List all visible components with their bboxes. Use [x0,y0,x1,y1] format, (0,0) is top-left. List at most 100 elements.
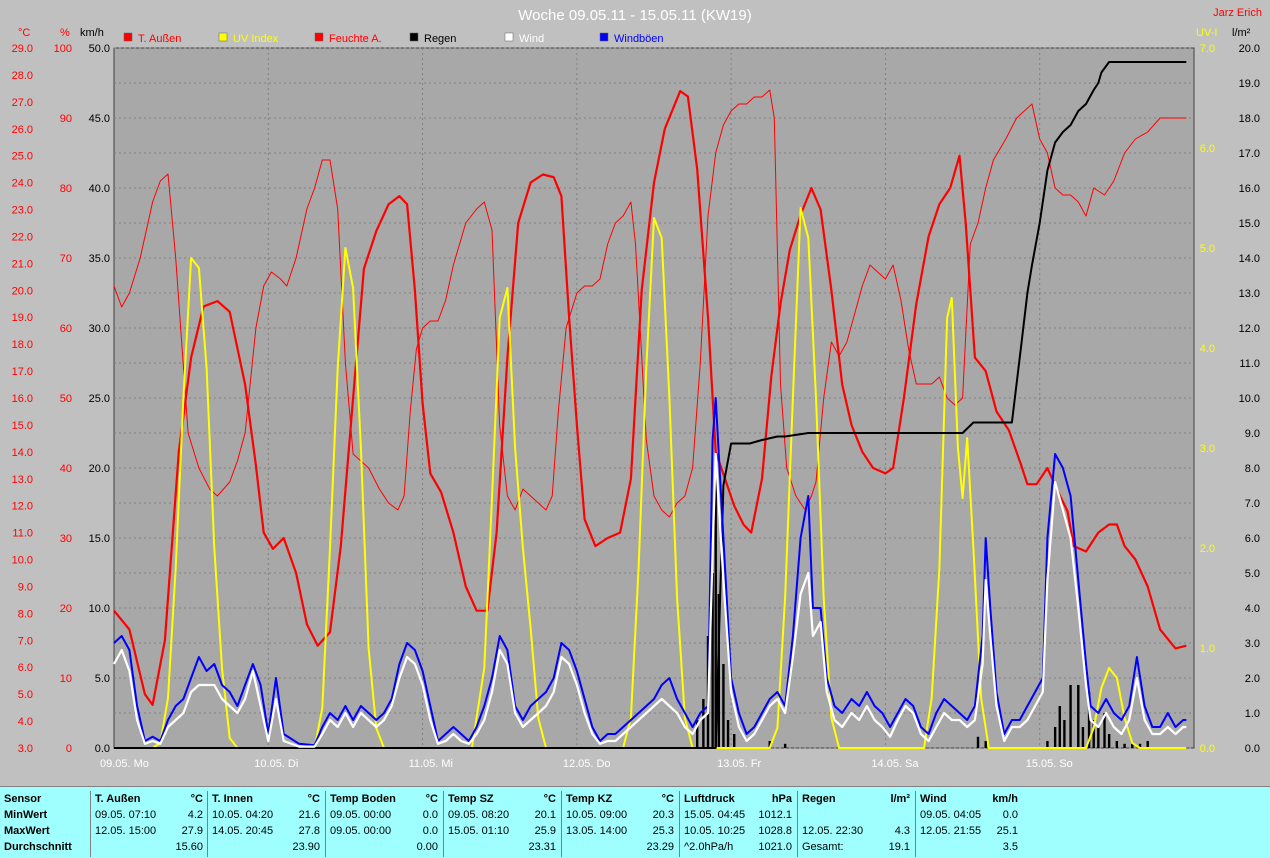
uv-tick-label: 2.0 [1200,543,1215,555]
cell-label: 10.05. 04:20 [212,809,274,821]
temp-axis-label: °C [18,27,30,39]
rain_lm2-tick-label: 11.0 [1239,358,1260,370]
series-layer [113,61,1187,749]
rain_lm2-tick-label: 0.0 [1245,743,1260,755]
temp_c-tick-label: 9.0 [18,581,33,593]
chart-title: Woche 09.05.11 - 15.05.11 (KW19) [518,7,751,24]
uv-tick-label: 0.0 [1200,743,1215,755]
chart-legend: T. Außen UV Index Feuchte A. Regen Wind Windb… [123,32,664,45]
stats-column: T. Innen °C 10.05. 04:20 21.6 14.05. 20:45 27… [207,791,326,857]
x-tick-label: 14.05. Sa [871,758,919,770]
legend-swatch [218,32,228,42]
temp_c-tick-label: 4.0 [18,716,33,728]
cell-label: 09.05. 07:10 [95,809,157,821]
cell-value: 27.8 [298,825,320,837]
temp_c-tick-label: 29.0 [12,43,33,55]
legend-label: UV Index [233,33,279,45]
x-tick-label: 10.05. Di [254,758,298,770]
rain_lm2-tick-label: 19.0 [1239,78,1260,90]
cell-value: 15.60 [175,841,203,853]
legend-swatch [599,32,609,42]
rain-bar [1081,727,1085,748]
temp_c-tick-label: 7.0 [18,635,33,647]
wind_kmh-tick-label: 0.0 [95,743,110,755]
rain-bar [711,573,714,748]
humidity_pct-tick-label: 80 [60,183,72,195]
cell-value: 3.5 [1002,841,1018,853]
column-unit: °C [543,793,556,805]
stats-column: Temp Boden °C 09.05. 00:00 0.0 09.05. 00:00 0… [325,791,444,857]
cell-value: 4.2 [187,809,203,821]
rain_lm2-tick-label: 5.0 [1245,568,1260,580]
uv-tick-label: 4.0 [1200,343,1215,355]
temp_c-tick-label: 23.0 [12,205,33,217]
cell-value: 4.3 [894,825,910,837]
row-label-max: MaxWert [4,825,50,837]
rain_lm2-tick-label: 1.0 [1245,708,1260,720]
cell-value: 1028.8 [758,825,792,837]
temp_c-tick-label: 28.0 [12,70,33,82]
rain-bar [1069,685,1072,748]
rain-bar [768,741,771,748]
legend-label: Regen [424,33,456,45]
x-tick-label: 12.05. Do [563,758,611,770]
humidity_pct-tick-label: 40 [60,463,72,475]
cell-value: 0.0 [1002,809,1018,821]
humidity_pct-tick-label: 20 [60,603,72,615]
stats-column: Luftdruck hPa 15.05. 04:45 1012.1 10.05. 10:… [679,791,798,857]
rain-bar [733,734,736,748]
stats-column: T. Außen °C 09.05. 07:10 4.2 12.05. 15:00 27.… [90,791,209,857]
row-label-min: MinWert [4,809,48,821]
rain_lm2-tick-label: 10.0 [1239,393,1260,405]
temp_c-tick-label: 6.0 [18,662,33,674]
rain-bar [984,741,987,748]
temp_c-tick-label: 12.0 [12,501,33,513]
temp_c-tick-label: 21.0 [12,258,33,270]
uv-tick-label: 1.0 [1200,643,1215,655]
legend-swatch [504,32,514,42]
cell-label: 15.05. 04:45 [684,809,746,821]
temp_c-tick-label: 11.0 [12,528,33,540]
cell-label: 10.05. 09:00 [566,809,628,821]
temp_c-tick-label: 15.0 [12,420,33,432]
rain_lm2-tick-label: 13.0 [1239,288,1260,300]
cell-label: 09.05. 00:00 [330,825,392,837]
temp_c-tick-label: 8.0 [18,608,33,620]
rain_lm2-tick-label: 4.0 [1245,603,1260,615]
weather-chart: Woche 09.05.11 - 15.05.11 (KW19) Jarz Er… [11,7,1262,770]
temp_c-tick-label: 14.0 [12,447,33,459]
wind_kmh-tick-label: 35.0 [89,253,110,265]
column-title: Temp SZ [448,793,494,805]
temp_c-tick-label: 18.0 [12,339,33,351]
rain_lm2-tick-label: 17.0 [1239,148,1260,160]
column-title: Regen [802,793,836,805]
rain-bar [722,664,725,748]
rain_lm2-tick-label: 12.0 [1239,323,1260,335]
temp_c-tick-label: 3.0 [18,743,33,755]
rain-bar [1087,692,1091,748]
x-tick-label: 11.05. Mi [409,758,453,770]
cell-value: 21.6 [298,809,320,821]
legend-swatch [123,32,133,42]
rain-bar [1077,685,1080,748]
rain-bar [1063,720,1066,748]
stats-column: Regen l/m² 12.05. 22:30 4.3 Gesamt: 19.1 [797,791,916,857]
humidity_pct-tick-label: 10 [60,673,72,685]
column-unit: °C [307,793,320,805]
series-line-windb-en [113,397,1187,747]
legend-label: T. Außen [138,33,181,45]
temp_c-tick-label: 5.0 [18,689,33,701]
wind_kmh-tick-label: 15.0 [89,533,110,545]
column-unit: °C [425,793,438,805]
row-label-avg: Durchschnitt [4,841,72,853]
wind-axis-label: km/h [80,27,104,39]
temp_c-tick-label: 22.0 [12,231,33,243]
rain-bar [976,736,980,748]
rain-bar [783,743,787,748]
column-title: Luftdruck [684,793,735,805]
legend-label: Feuchte A. [329,33,382,45]
rain_lm2-tick-label: 6.0 [1245,533,1260,545]
series-line-feuchte-a- [113,89,1187,518]
temp_c-tick-label: 26.0 [12,124,33,136]
cell-label: 14.05. 20:45 [212,825,274,837]
